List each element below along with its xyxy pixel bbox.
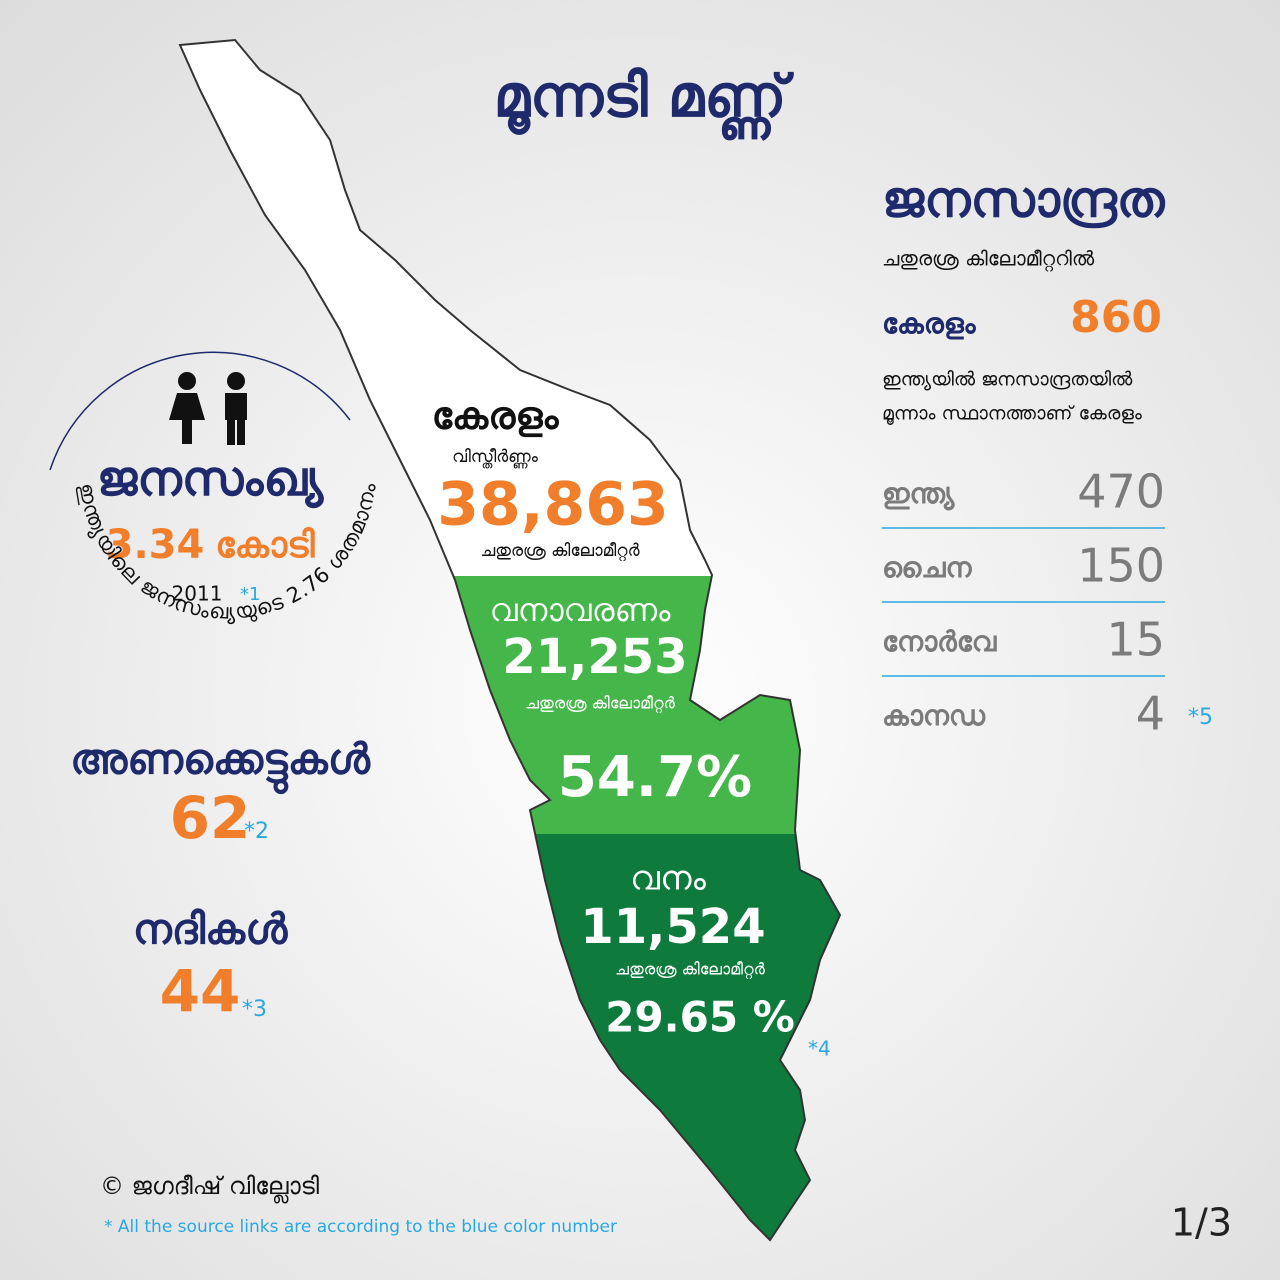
country: നോർവേ xyxy=(882,625,998,658)
rivers-note: *3 xyxy=(242,997,267,1022)
population-unit: കോടി xyxy=(215,525,315,566)
density-table: ഇന്ത്യ 470 ചൈന 150 നോർവേ 15 കാനഡ 4 xyxy=(882,465,1165,741)
page-number: 1/3 xyxy=(1171,1201,1232,1245)
map-outline xyxy=(178,38,842,1242)
density-value: 470 xyxy=(1077,465,1165,519)
rivers-label: നദികൾ xyxy=(133,905,288,954)
forest-cover-value: 21,253 xyxy=(502,629,687,685)
area-label: കേരളം xyxy=(432,394,560,438)
forest-cover-percent: 54.7% xyxy=(558,745,752,810)
population-note: *1 xyxy=(240,584,260,605)
forest-cover-unit: ചതുരശ്ര കിലോമീറ്റർ xyxy=(525,694,675,714)
population-year: 2011 xyxy=(172,582,223,606)
area-value: 38,863 xyxy=(437,470,669,540)
dams-value: 62 xyxy=(170,784,251,852)
density-kerala-label: കേരളം xyxy=(882,307,977,340)
forest-note: *4 xyxy=(808,1037,831,1061)
forest-percent: 29.65 % xyxy=(605,993,795,1042)
density-title: ജനസാന്ദ്രത xyxy=(882,171,1166,229)
area-unit: ചതുരശ്ര കിലോമീറ്റർ xyxy=(480,541,639,561)
country: ചൈന xyxy=(882,551,973,584)
area-sublabel: വിസ്തീർണ്ണം xyxy=(452,447,539,470)
density-kerala-value: 860 xyxy=(1070,292,1162,343)
forest-value: 11,524 xyxy=(580,899,765,955)
forest-unit: ചതുരശ്ര കിലോമീറ്റർ xyxy=(615,960,765,980)
country: ഇന്ത്യ xyxy=(882,477,956,511)
population-label: ജനസംഖ്യ xyxy=(97,451,324,508)
density-subtitle: ചതുരശ്ര കിലോമീറ്ററിൽ xyxy=(882,247,1095,273)
rivers-value: 44 xyxy=(160,957,241,1025)
country: കാനഡ xyxy=(882,699,986,732)
people-icon xyxy=(169,372,247,445)
density-remark: ഇന്ത്യയിൽ ജനസാന്ദ്രതയിൽ xyxy=(882,369,1133,391)
credit: © ജഗദീഷ് വില്ലോടി xyxy=(100,1172,319,1204)
forest-label: വനം xyxy=(630,859,706,899)
density-note: *5 xyxy=(1188,705,1213,730)
density-value: 15 xyxy=(1106,613,1165,667)
forest-cover-label: വനാവരണം xyxy=(490,591,671,629)
density-remark: മൂന്നാം സ്ഥാനത്താണ് കേരളം xyxy=(882,403,1142,426)
dams-note: *2 xyxy=(244,819,269,844)
density-value: 150 xyxy=(1077,539,1165,593)
population-value: 3.34 xyxy=(106,522,205,568)
density-value: 4 xyxy=(1136,687,1165,741)
arc-line xyxy=(49,351,351,471)
footnote: * All the source links are according to … xyxy=(104,1217,617,1237)
title: മൂന്നടി മണ്ണ് xyxy=(494,62,795,141)
